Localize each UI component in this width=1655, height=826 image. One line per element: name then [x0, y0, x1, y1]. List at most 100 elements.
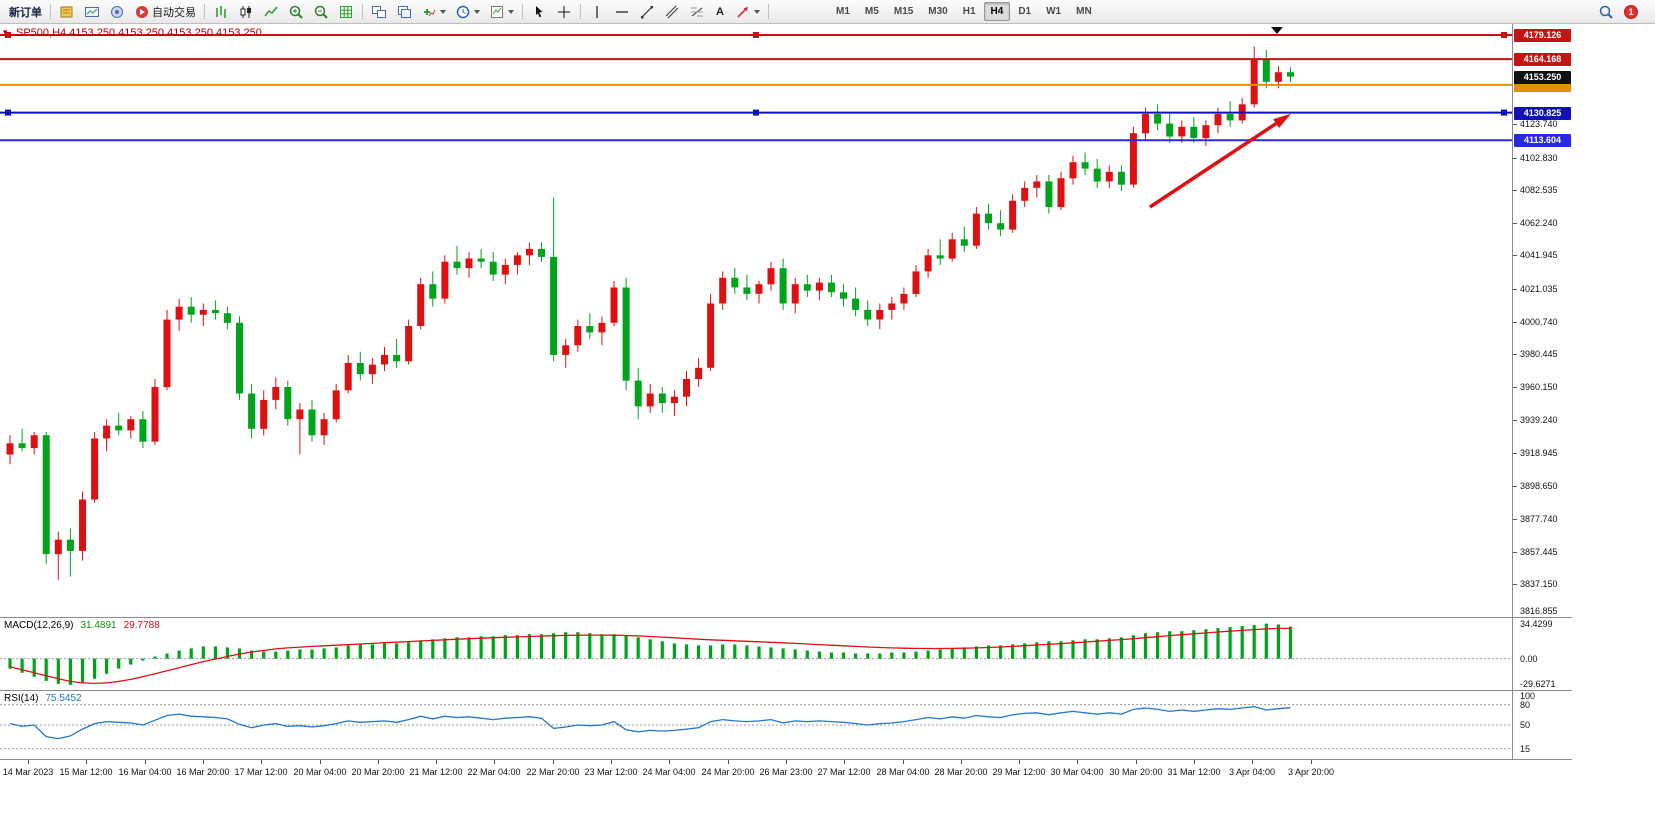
- time-label: 26 Mar 23:00: [759, 767, 813, 777]
- channel-tool-button[interactable]: [660, 2, 684, 22]
- zoom-out-button[interactable]: [309, 2, 333, 22]
- candle-body: [1129, 133, 1137, 185]
- tile-windows-button[interactable]: [367, 2, 391, 22]
- trend-arrow[interactable]: [1149, 115, 1287, 209]
- candle-body: [115, 425, 123, 431]
- candle-body: [1069, 162, 1077, 179]
- time-axis[interactable]: 14 Mar 2023 15 Mar 12:00 16 Mar 04:00 16 Ma…: [0, 760, 1572, 783]
- candle-body: [815, 282, 823, 291]
- price-scale-label: 3877.740: [1520, 514, 1558, 525]
- time-label: 3 Apr 20:00: [1287, 767, 1335, 777]
- panel-splitter[interactable]: [0, 690, 1572, 691]
- macd-panel: MACD(12,26,9) 31.4891 29.7788: [0, 618, 1512, 690]
- templates-button[interactable]: [485, 2, 518, 22]
- vertical-line-tool-button[interactable]: [585, 2, 609, 22]
- time-label: 31 Mar 12:00: [1167, 767, 1221, 777]
- new-chart-button[interactable]: [80, 2, 104, 22]
- new-order-button[interactable]: 新订单: [5, 2, 46, 22]
- text-tool-button[interactable]: A: [710, 2, 730, 22]
- timeframe-button-w1[interactable]: W1: [1046, 6, 1062, 17]
- navigator-button[interactable]: [105, 2, 129, 22]
- trendline-tool-button[interactable]: [635, 2, 659, 22]
- main-chart-canvas[interactable]: [0, 24, 1512, 617]
- candle-body: [1178, 126, 1186, 137]
- grid-icon: [340, 5, 352, 18]
- price-axis[interactable]: 4123.740 4102.830 4082.535 4062.240 4041.945…: [1512, 24, 1572, 618]
- line-chart-mode-button[interactable]: [259, 2, 283, 22]
- candle-body: [1250, 59, 1258, 105]
- candle-body: [163, 319, 171, 388]
- search-icon[interactable]: [1598, 4, 1614, 20]
- timeframe-button-h4[interactable]: H4: [983, 2, 1011, 21]
- axis-tick: [1513, 584, 1517, 585]
- candle-body: [320, 419, 328, 436]
- rsi-panel: RSI(14) 75.5452: [0, 691, 1512, 759]
- auto-trading-button[interactable]: 自动交易: [130, 2, 200, 22]
- candle-body: [864, 309, 872, 320]
- price-scale-label: 4082.535: [1520, 185, 1558, 196]
- rsi-axis[interactable]: 100 80 50 15: [1512, 691, 1572, 759]
- zoom-in-button[interactable]: [284, 2, 308, 22]
- timeframe-button-m15[interactable]: M15: [893, 6, 914, 17]
- timeframe-button-m1[interactable]: M1: [836, 6, 850, 17]
- candlestick-mode-button[interactable]: [234, 2, 258, 22]
- candle-body: [985, 213, 992, 224]
- rsi-canvas[interactable]: [0, 691, 1512, 759]
- fibonacci-tool-button[interactable]: [685, 2, 709, 22]
- time-label: 27 Mar 12:00: [817, 767, 871, 777]
- timeframe-button-h1[interactable]: H1: [962, 6, 976, 17]
- timeframe-button-m30[interactable]: M30: [928, 6, 948, 17]
- panel-splitter[interactable]: [0, 759, 1572, 760]
- macd-canvas[interactable]: [0, 618, 1512, 690]
- axis-tick: [1513, 223, 1517, 224]
- grid-toggle-button[interactable]: [334, 2, 358, 22]
- candle-body: [936, 255, 944, 259]
- price-scale-label: 4123.740: [1520, 119, 1558, 129]
- line-handle[interactable]: [5, 32, 11, 38]
- macd-scale-label: -29.6271: [1520, 679, 1556, 689]
- candle-body: [1057, 178, 1065, 208]
- bar-chart-mode-button[interactable]: [209, 2, 233, 22]
- periods-button[interactable]: [451, 2, 484, 22]
- dropdown-caret-icon: [754, 9, 760, 14]
- line-handle[interactable]: [753, 109, 759, 116]
- candle-body: [1105, 171, 1113, 182]
- text-tool-label: A: [716, 5, 724, 18]
- indicators-button[interactable]: [417, 2, 450, 22]
- candle-body: [827, 282, 835, 293]
- axis-tick: [145, 760, 146, 764]
- time-label: 21 Mar 12:00: [409, 767, 463, 777]
- time-label: 16 Mar 20:00: [176, 767, 230, 777]
- timeframe-button-mn[interactable]: MN: [1076, 6, 1092, 17]
- cascade-windows-button[interactable]: [392, 2, 416, 22]
- line-handle[interactable]: [1501, 109, 1507, 116]
- crosshair-tool-button[interactable]: [552, 2, 576, 22]
- timeframe-button-m5[interactable]: M5: [864, 6, 879, 17]
- candle-body: [719, 277, 727, 304]
- cursor-tool-button[interactable]: [527, 2, 551, 22]
- line-handle[interactable]: [1501, 32, 1507, 38]
- macd-label: MACD(12,26,9) 31.4891 29.7788: [4, 620, 160, 631]
- panel-splitter[interactable]: [0, 617, 1572, 618]
- horizontal-line-tool-button[interactable]: [610, 2, 634, 22]
- arrow-shape-icon: [737, 6, 748, 18]
- timeframe-button-d1[interactable]: D1: [1018, 6, 1032, 17]
- candle-body: [670, 396, 678, 404]
- symbol-menu-icon[interactable]: ▾: [3, 27, 8, 37]
- time-label: 15 Mar 12:00: [59, 767, 113, 777]
- candle-body: [368, 364, 376, 375]
- price-scale-label: 4062.240: [1520, 217, 1558, 228]
- candle-body: [1009, 200, 1017, 230]
- candle-body: [1081, 162, 1089, 169]
- line-handle[interactable]: [753, 32, 759, 38]
- notification-badge[interactable]: 1: [1624, 4, 1638, 19]
- shapes-tool-button[interactable]: [731, 2, 764, 22]
- notification-count: 1: [1628, 6, 1634, 17]
- candle-body: [791, 284, 799, 304]
- macd-axis[interactable]: 34.4299 0.00 -29.6271: [1512, 618, 1572, 690]
- line-handle[interactable]: [5, 109, 11, 116]
- candle-body: [42, 435, 50, 555]
- candle-body: [840, 292, 847, 299]
- market-watch-button[interactable]: [55, 2, 79, 22]
